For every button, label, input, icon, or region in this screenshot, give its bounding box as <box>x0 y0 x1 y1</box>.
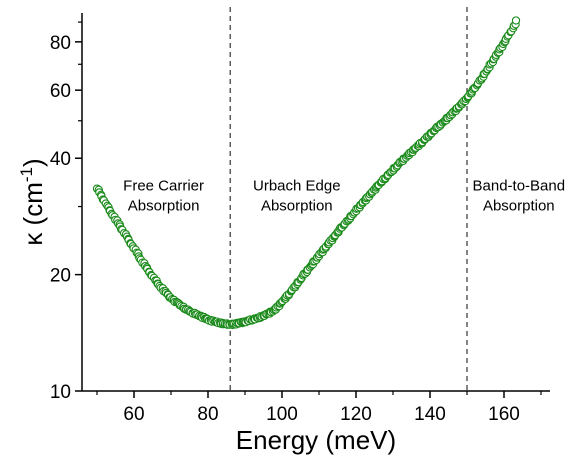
y-tick-label: 20 <box>50 266 71 287</box>
x-tick-label: 140 <box>414 404 446 425</box>
x-axis-title: Energy (meV) <box>236 425 396 455</box>
x-tick-label: 60 <box>123 404 144 425</box>
axes <box>81 13 550 392</box>
x-tick-label: 100 <box>266 404 298 425</box>
region-label-line: Band-to-Band <box>473 178 566 195</box>
y-axis-title-superscript: -1 <box>17 167 36 182</box>
y-tick-label: 40 <box>50 149 71 170</box>
region-label-line: Urbach Edge <box>253 178 341 195</box>
region-labels: Free Carrier Absorption Urbach Edge Absorpt… <box>123 178 565 215</box>
region-label-line: Free Carrier <box>123 178 204 195</box>
y-axis-title: κ (cm-1) <box>17 158 48 245</box>
y-axis-title-base: κ (cm <box>18 182 48 246</box>
y-tick-label: 60 <box>50 81 71 102</box>
region-label: Band-to-Band Absorption <box>473 178 566 215</box>
y-axis-title-close: ) <box>18 158 48 167</box>
y-tick-label: 10 <box>50 382 71 403</box>
data-points <box>92 16 521 330</box>
region-label: Urbach Edge Absorption <box>253 178 341 215</box>
x-tick-label: 80 <box>197 404 218 425</box>
x-tick-label: 120 <box>340 404 372 425</box>
data-point <box>511 16 521 25</box>
y-ticks: 10 20 40 60 80 <box>50 21 82 403</box>
x-tick-label: 160 <box>488 404 520 425</box>
region-label-line: Absorption <box>261 198 333 215</box>
y-tick-label: 80 <box>50 33 71 54</box>
region-label-line: Absorption <box>483 198 555 215</box>
region-label: Free Carrier Absorption <box>123 178 204 215</box>
region-label-line: Absorption <box>128 198 200 215</box>
x-ticks: 60 80 100 120 140 160 <box>96 391 542 425</box>
